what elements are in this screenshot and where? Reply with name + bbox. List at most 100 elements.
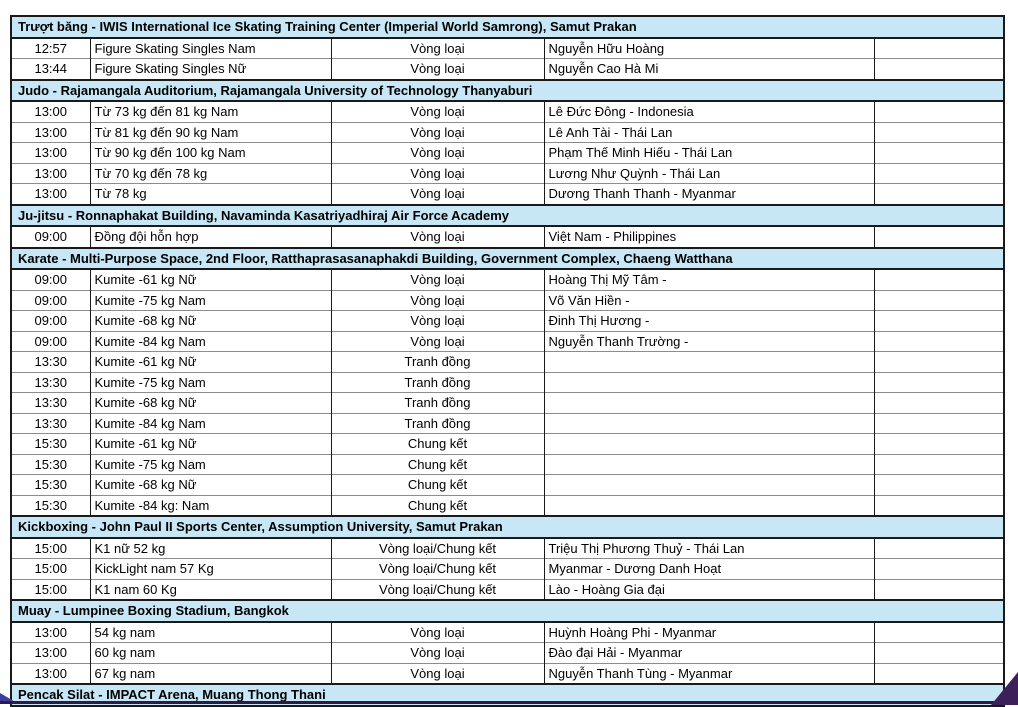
cell-time: 09:00 bbox=[11, 268, 90, 290]
table-row: 15:30 Kumite -75 kg Nam Chung kết bbox=[11, 453, 1005, 475]
cell-event: Kumite -75 kg Nam bbox=[89, 289, 331, 311]
cell-note bbox=[873, 578, 1005, 600]
cell-time: 09:00 bbox=[11, 225, 90, 248]
cell-event: Kumite -61 kg Nữ bbox=[89, 351, 331, 372]
cell-round: Vòng loại bbox=[330, 268, 544, 290]
cell-note bbox=[873, 37, 1005, 59]
cell-athletes: Myanmar - Dương Danh Hoạt bbox=[543, 558, 874, 579]
cell-round: Vòng loại bbox=[330, 310, 544, 331]
cell-athletes bbox=[543, 453, 874, 475]
cell-note bbox=[873, 433, 1005, 454]
table-row: 15:30 Kumite -61 kg Nữ Chung kết bbox=[11, 433, 1005, 454]
cell-time: 13:30 bbox=[11, 351, 90, 372]
table-row: 09:00 Kumite -61 kg Nữ Vòng loại Hoàng Thị … bbox=[11, 268, 1005, 290]
cell-event: Từ 78 kg bbox=[89, 183, 331, 205]
cell-round: Vòng loại bbox=[330, 100, 544, 122]
cell-time: 09:00 bbox=[11, 289, 90, 311]
cell-athletes: Dương Thanh Thanh - Myanmar bbox=[543, 183, 874, 205]
cell-event: Figure Skating Singles Nữ bbox=[89, 58, 331, 80]
cell-event: Kumite -84 kg: Nam bbox=[89, 494, 331, 516]
table-row: 13:00 67 kg nam Vòng loại Nguyễn Thanh Tùng… bbox=[11, 662, 1005, 684]
cell-note bbox=[873, 412, 1005, 434]
table-row: 09:00 Kumite -68 kg Nữ Vòng loại Đinh Thị H… bbox=[11, 310, 1005, 331]
cell-athletes bbox=[543, 351, 874, 372]
cell-time: 13:30 bbox=[11, 371, 90, 393]
cell-event: KickLight nam 57 Kg bbox=[89, 558, 331, 579]
schedule-table-body: Trượt băng - IWIS International Ice Skat… bbox=[11, 15, 1005, 707]
schedule-document: Trượt băng - IWIS International Ice Skat… bbox=[10, 15, 1006, 707]
cell-note bbox=[873, 392, 1005, 413]
table-row: 09:00 Kumite -84 kg Nam Vòng loại Nguyễn Th… bbox=[11, 330, 1005, 352]
cell-time: 13:00 bbox=[11, 162, 90, 184]
cell-round: Tranh đồng bbox=[330, 412, 544, 434]
cell-round: Vòng loại/Chung kết bbox=[330, 558, 544, 579]
cell-athletes: Phạm Thế Minh Hiếu - Thái Lan bbox=[543, 142, 874, 163]
cell-athletes bbox=[543, 494, 874, 516]
cell-round: Vòng loại bbox=[330, 121, 544, 143]
cell-event: Từ 90 kg đến 100 kg Nam bbox=[89, 142, 331, 163]
section-header-row: Kickboxing - John Paul II Sports Center,… bbox=[11, 515, 1005, 539]
cell-note bbox=[873, 268, 1005, 290]
table-row: 15:00 K1 nữ 52 kg Vòng loại/Chung kết Triệu… bbox=[11, 537, 1005, 559]
cell-note bbox=[873, 100, 1005, 122]
cell-event: 54 kg nam bbox=[89, 621, 331, 643]
cell-event: K1 nữ 52 kg bbox=[89, 537, 331, 559]
cell-athletes: Triệu Thị Phương Thuỷ - Thái Lan bbox=[543, 537, 874, 559]
cell-athletes: Huỳnh Hoàng Phi - Myanmar bbox=[543, 621, 874, 643]
cell-round: Vòng loại bbox=[330, 225, 544, 248]
cell-time: 15:00 bbox=[11, 558, 90, 579]
cell-event: Figure Skating Singles Nam bbox=[89, 37, 331, 59]
table-row: 13:00 Từ 81 kg đến 90 kg Nam Vòng loại Lê A… bbox=[11, 121, 1005, 143]
cell-round: Vòng loại bbox=[330, 642, 544, 663]
cell-event: Kumite -84 kg Nam bbox=[89, 330, 331, 352]
cell-note bbox=[873, 642, 1005, 663]
section-header-text: Ju-jitsu - Ronnaphakat Building, Navamin… bbox=[11, 203, 1005, 227]
cell-round: Tranh đồng bbox=[330, 392, 544, 413]
cell-athletes: Nguyễn Cao Hà Mi bbox=[543, 58, 874, 80]
cell-athletes: Hoàng Thị Mỹ Tâm - bbox=[543, 268, 874, 290]
cell-round: Chung kết bbox=[330, 433, 544, 454]
cell-event: Kumite -61 kg Nữ bbox=[89, 268, 331, 290]
cell-round: Chung kết bbox=[330, 453, 544, 475]
cell-time: 13:00 bbox=[11, 121, 90, 143]
cell-time: 13:00 bbox=[11, 100, 90, 122]
cell-event: Kumite -68 kg Nữ bbox=[89, 310, 331, 331]
cell-athletes bbox=[543, 412, 874, 434]
cell-event: Kumite -68 kg Nữ bbox=[89, 392, 331, 413]
table-row: 12:57 Figure Skating Singles Nam Vòng loại… bbox=[11, 37, 1005, 59]
cell-event: 67 kg nam bbox=[89, 662, 331, 684]
cell-time: 09:00 bbox=[11, 330, 90, 352]
cell-round: Tranh đồng bbox=[330, 371, 544, 393]
table-row: 15:30 Kumite -68 kg Nữ Chung kết bbox=[11, 474, 1005, 495]
cell-time: 15:30 bbox=[11, 453, 90, 475]
cell-athletes: Nguyễn Thanh Tùng - Myanmar bbox=[543, 662, 874, 684]
cell-note bbox=[873, 162, 1005, 184]
cell-note bbox=[873, 537, 1005, 559]
cell-athletes bbox=[543, 474, 874, 495]
table-row: 09:00 Kumite -75 kg Nam Vòng loại Võ Văn Hi… bbox=[11, 289, 1005, 311]
cell-round: Vòng loại bbox=[330, 183, 544, 205]
cell-round: Tranh đồng bbox=[330, 351, 544, 372]
cell-athletes bbox=[543, 371, 874, 393]
cell-event: Kumite -84 kg Nam bbox=[89, 412, 331, 434]
cell-athletes: Nguyễn Hữu Hoàng bbox=[543, 37, 874, 59]
cell-note bbox=[873, 558, 1005, 579]
cell-note bbox=[873, 330, 1005, 352]
cell-athletes bbox=[543, 433, 874, 454]
cell-round: Vòng loại bbox=[330, 621, 544, 643]
section-header-row: Judo - Rajamangala Auditorium, Rajamanga… bbox=[11, 78, 1005, 102]
cell-time: 09:00 bbox=[11, 310, 90, 331]
cell-athletes: Đào đại Hải - Myanmar bbox=[543, 642, 874, 663]
cell-note bbox=[873, 351, 1005, 372]
cell-athletes: Lê Đức Đông - Indonesia bbox=[543, 100, 874, 122]
cell-event: Từ 73 kg đến 81 kg Nam bbox=[89, 100, 331, 122]
cell-round: Vòng loại/Chung kết bbox=[330, 578, 544, 600]
cell-athletes bbox=[543, 392, 874, 413]
table-row: 15:00 KickLight nam 57 Kg Vòng loại/Chung … bbox=[11, 558, 1005, 579]
cell-round: Vòng loại bbox=[330, 662, 544, 684]
cell-athletes: Võ Văn Hiền - bbox=[543, 289, 874, 311]
purple-ribbon-decoration bbox=[0, 701, 1018, 704]
cell-athletes: Nguyễn Thanh Trường - bbox=[543, 330, 874, 352]
cell-time: 15:30 bbox=[11, 433, 90, 454]
cell-athletes: Đinh Thị Hương - bbox=[543, 310, 874, 331]
